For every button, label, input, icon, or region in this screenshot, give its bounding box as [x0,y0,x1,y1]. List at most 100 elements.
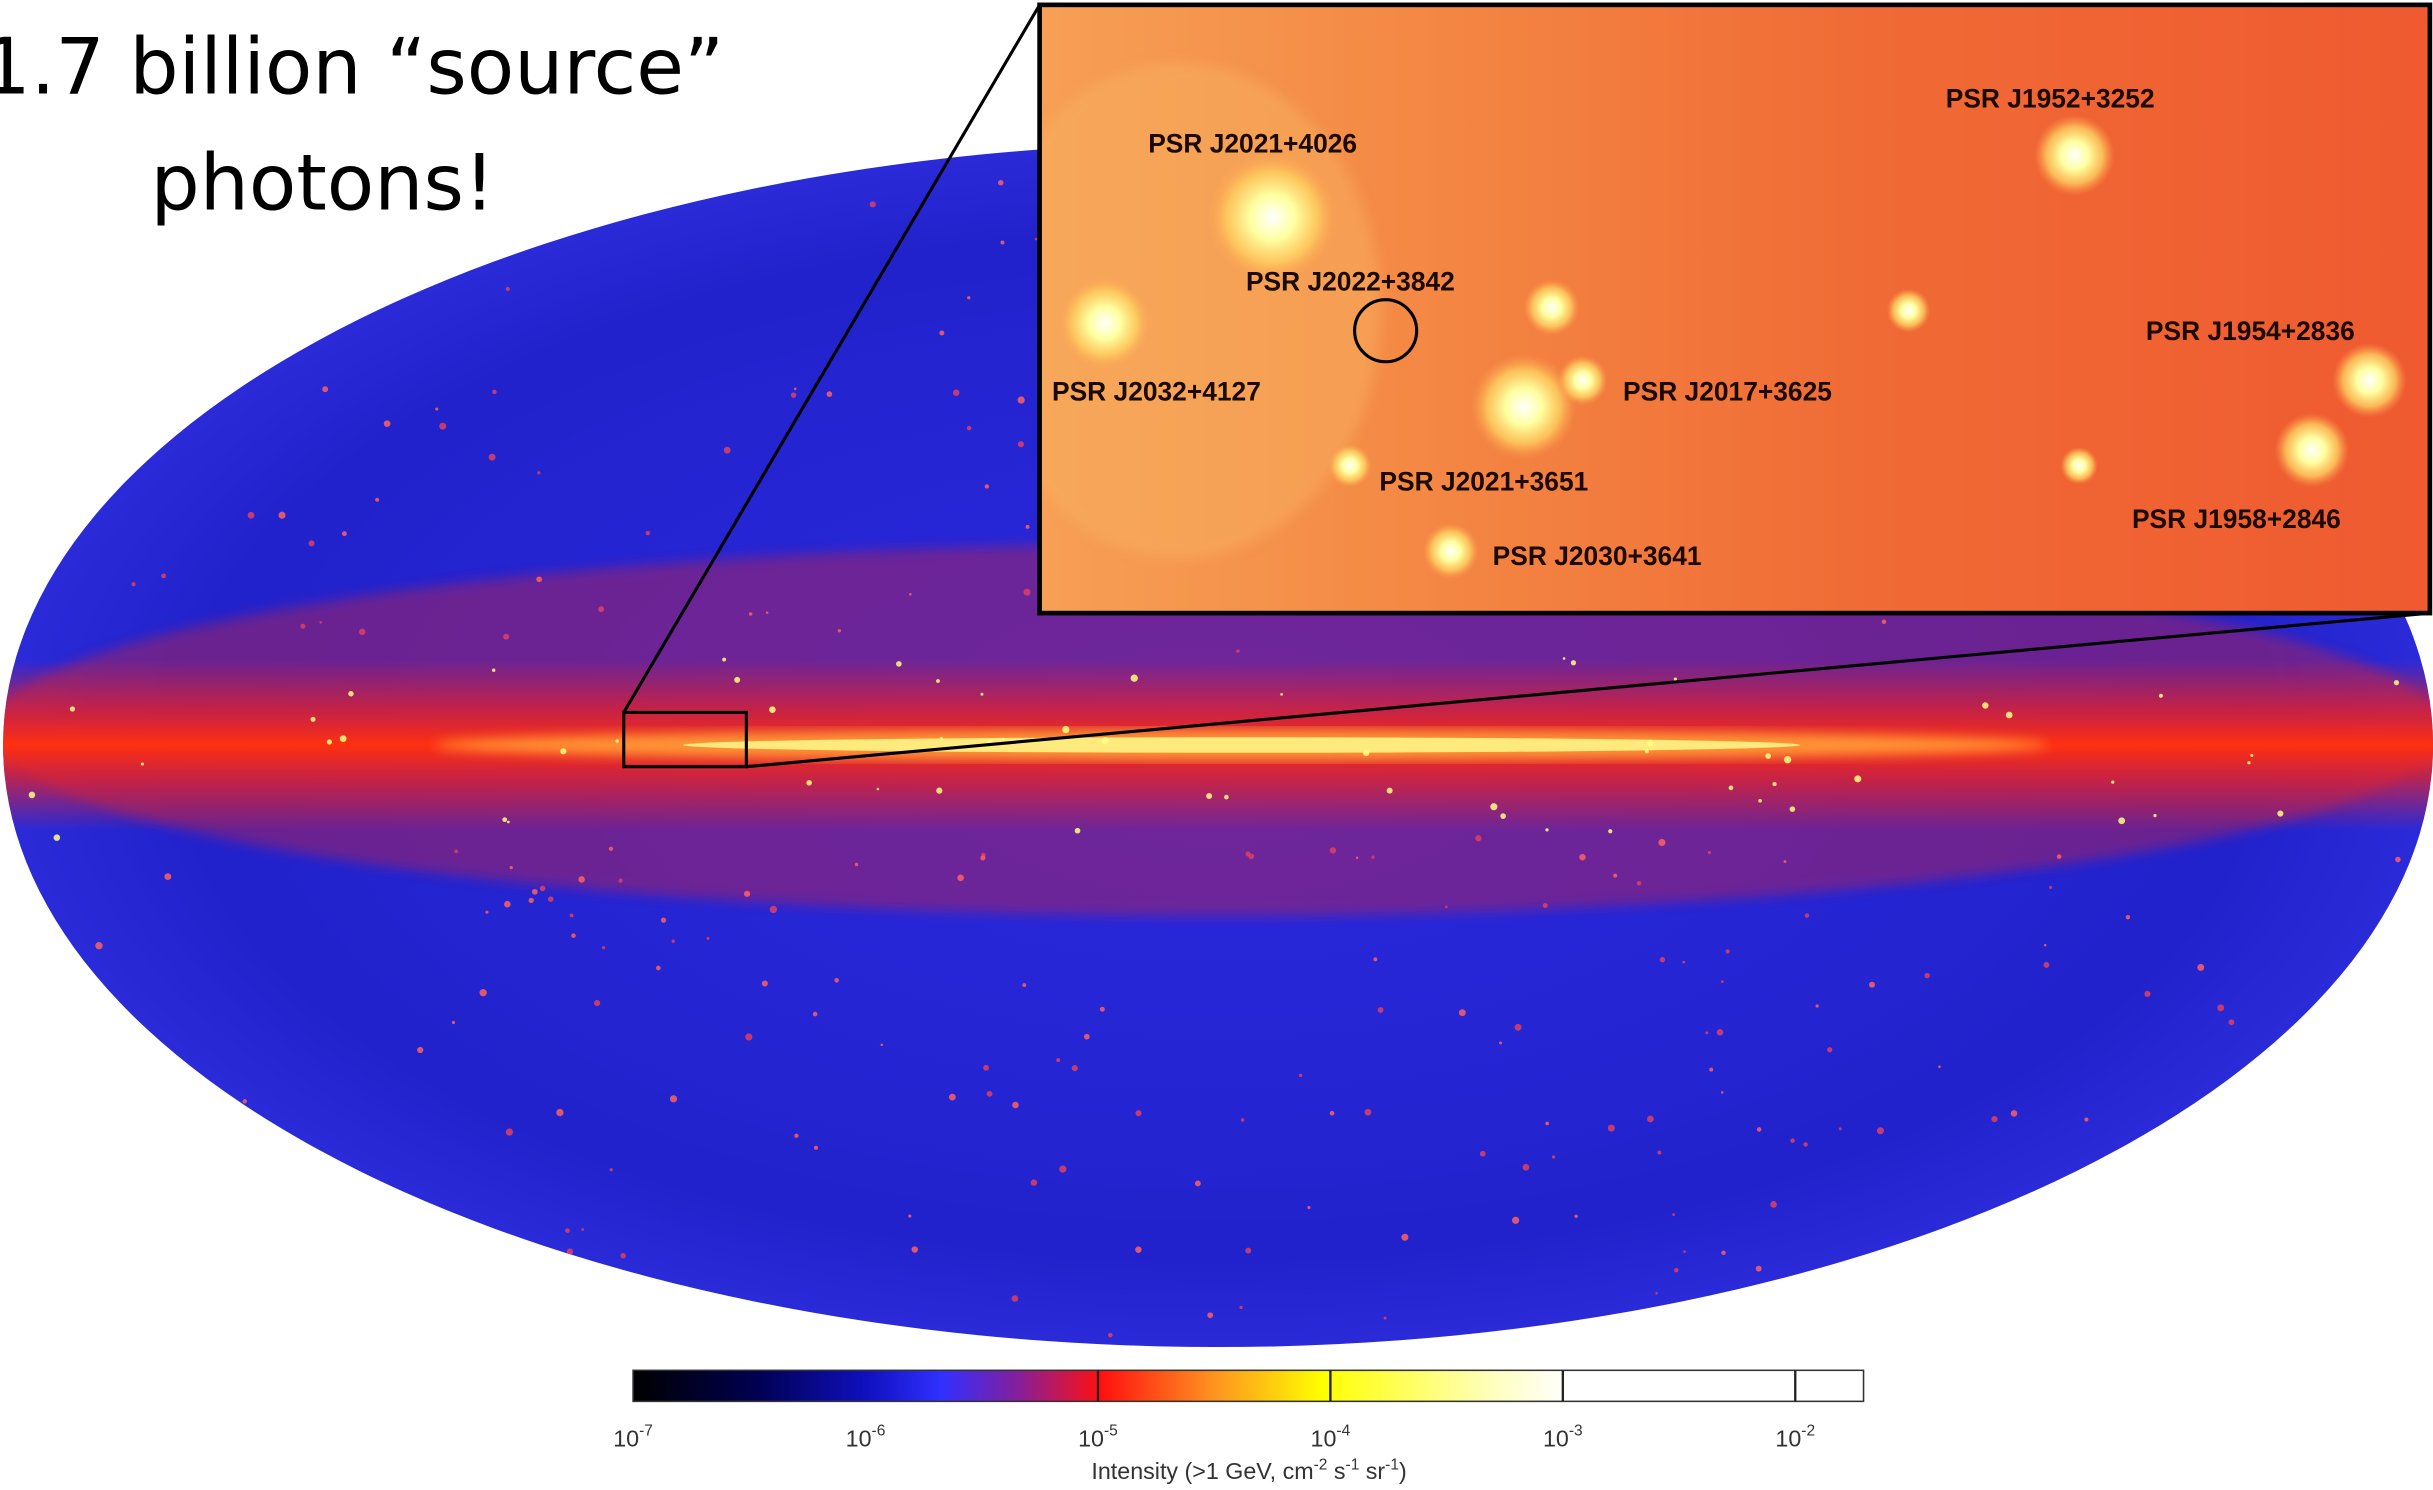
source-dot [507,821,510,824]
source-dot [62,1040,68,1046]
source-dot [2118,817,2125,824]
source-dot [998,180,1003,185]
source-dot [2340,1208,2345,1213]
source-dot [2384,1155,2390,1161]
source-dot [506,1128,513,1135]
source-dot [1705,1031,1708,1034]
source-dot [454,850,458,854]
source-dot [1022,983,1026,987]
pulsar-label: PSR J1954+2836 [2146,316,2355,346]
source-dot [1770,1201,1777,1208]
source-dot [806,780,812,786]
source-glow [2275,413,2349,487]
source-dot [536,576,542,582]
source-dot [1882,620,1887,625]
source-dot [29,792,36,799]
source-dot [49,1221,52,1224]
source-dot [1102,737,1109,744]
label-text: Intensity (>1 GeV, cm [1091,1458,1313,1484]
source-dot [1224,795,1229,800]
source-dot [661,917,666,922]
source-dot [791,392,796,397]
source-dot [439,423,446,430]
source-dot [1674,1268,1678,1272]
source-dot [1371,855,1374,858]
source-dot [2044,962,2050,968]
source-dot [1445,906,1448,909]
source-dot [762,980,768,986]
pulsar-label: PSR J2017+3625 [1623,377,1832,407]
source-dot [985,484,989,488]
pulsar-label: PSR J2032+4127 [1052,377,1261,407]
source-dot [1490,803,1497,810]
source-dot [1356,856,1359,859]
source-dot [870,201,876,207]
pulsar-label: PSR J1958+2846 [2132,504,2341,534]
source-dot [1772,782,1776,786]
source-dot [175,363,178,366]
source-dot [1031,1179,1037,1185]
pulsar-label: PSR J2030+3641 [1493,541,1702,571]
source-dot [1645,749,1649,753]
source-dot [36,1115,41,1120]
source-dot [8,153,13,158]
source-dot [814,1146,818,1150]
source-dot [275,351,279,355]
source-dot [1012,1295,1019,1302]
source-dot [1721,980,1724,983]
source-dot [537,471,540,474]
source-dot [2351,1203,2358,1210]
source-dot [1874,1275,1879,1280]
source-dot [1384,1317,1387,1320]
source-dot [66,1023,71,1028]
title-line: 1.7 billion “source” [0,22,724,112]
source-dot [1571,660,1576,665]
source-dot [25,1283,31,1289]
source-glow [1423,523,1479,579]
source-dot [1655,1292,1658,1295]
source-dot [504,901,511,908]
source-dot [503,634,509,640]
tick-exponent: -5 [1104,1422,1118,1439]
source-dot [980,693,983,696]
source-dot [1709,1068,1713,1072]
source-dot [384,420,391,427]
source-glow [1558,356,1608,406]
source-dot [707,937,710,940]
source-dot [1018,441,1024,447]
source-dot [745,1033,752,1040]
source-dot [142,438,145,441]
source-dot [2334,1248,2340,1254]
source-glow [2061,447,2098,484]
source-dot [489,454,496,461]
source-dot [2277,810,2283,816]
source-dot [2183,1319,2187,1323]
source-dot [1035,238,1038,241]
source-dot [1726,949,1730,953]
source-dot [1982,702,1988,708]
source-dot [435,407,438,410]
source-dot [1523,1164,1530,1171]
tick-base: 10 [1775,1425,1801,1451]
source-dot [1608,829,1612,833]
label-exponent: -2 [1314,1457,1328,1474]
source-dot [87,1142,94,1149]
source-dot [1387,788,1393,794]
source-dot [52,1176,58,1182]
source-dot [1459,1009,1466,1016]
source-dot [1647,740,1654,747]
source-dot [277,1308,284,1315]
source-dot [1756,1266,1762,1272]
source-dot [1056,1058,1060,1062]
source-dot [196,1152,200,1156]
source-dot [1365,1109,1372,1116]
colorbar-tick-label: 10-4 [1311,1422,1351,1451]
label-text: s [1327,1458,1345,1484]
source-dot [4,554,11,561]
source-dot [1877,1127,1884,1134]
source-dot [1784,756,1791,763]
source-dot [936,679,940,683]
source-dot [1135,1246,1141,1252]
source-dot [1059,1165,1066,1172]
tick-exponent: -2 [1801,1422,1815,1439]
